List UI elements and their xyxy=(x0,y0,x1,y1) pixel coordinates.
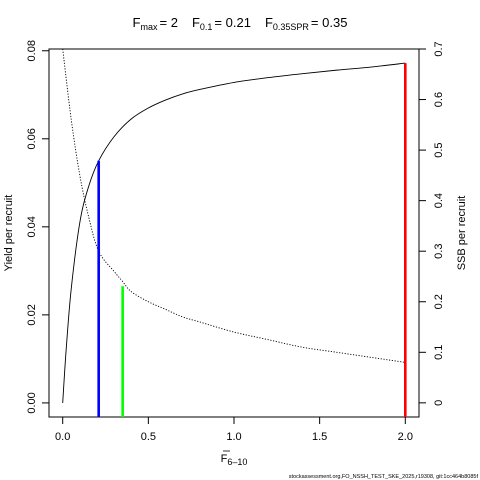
yield-per-recruit-line xyxy=(62,62,406,403)
x-axis-label-main: F xyxy=(221,453,228,465)
x-tick-label: 2.0 xyxy=(398,431,413,443)
title-fspr-base: F xyxy=(265,15,273,30)
x-tick-label: 0.5 xyxy=(141,431,156,443)
title-fmax-value: = 2 xyxy=(160,15,178,30)
title-f01-base: F xyxy=(192,15,200,30)
x-axis-label-sub: 6–10 xyxy=(227,457,247,467)
y-left-tick-label: 0.00 xyxy=(26,392,38,413)
title-fmax-sub: max xyxy=(141,22,159,32)
y-left-tick-label: 0.04 xyxy=(26,216,38,237)
plot-frame xyxy=(48,48,420,418)
y-right-axis-label: SSB per recruit xyxy=(456,196,468,271)
title-f01-sub: 0.1 xyxy=(200,22,213,32)
y-right-tick-label: 0.4 xyxy=(433,193,445,208)
y-right-tick-label: 0.2 xyxy=(433,294,445,309)
y-left-tick-label: 0.06 xyxy=(26,128,38,149)
y-right-tick-label: 0.3 xyxy=(433,244,445,259)
y-left-axis-label: Yield per recruit xyxy=(3,195,15,272)
title-f01-value: = 0.21 xyxy=(214,15,251,30)
ssb-per-recruit-line xyxy=(62,48,406,363)
x-tick-label: 0.0 xyxy=(55,431,70,443)
y-right-tick-label: 0.5 xyxy=(433,142,445,157)
y-right-tick-label: 0.6 xyxy=(433,92,445,107)
x-axis-label: F6–10 xyxy=(221,453,248,467)
reference-lines xyxy=(97,63,407,417)
x-tick-label: 1.0 xyxy=(226,431,241,443)
x-axis: 0.0 0.5 1.0 1.5 2.0 xyxy=(55,417,413,443)
y-right-tick-label: 0.1 xyxy=(433,345,445,360)
chart-title: Fmax = 2 F0.1 = 0.21 F0.35SPR = 0.35 xyxy=(133,15,348,32)
footer-text: stockassessment.org,FO_NSSH_TEST_SKE_202… xyxy=(289,474,479,480)
y-left-tick-label: 0.08 xyxy=(26,40,38,61)
y-left-tick-label: 0.02 xyxy=(26,304,38,325)
y-right-tick-label: 0 xyxy=(433,400,445,406)
y-right-axis: 0 0.1 0.2 0.3 0.4 0.5 0.6 0.7 xyxy=(419,41,445,406)
x-tick-label: 1.5 xyxy=(312,431,327,443)
y-right-tick-label: 0.7 xyxy=(433,41,445,56)
title-fspr-value: = 0.35 xyxy=(311,15,348,30)
title-fspr-sub: 0.35SPR xyxy=(273,22,310,32)
title-fmax-base: F xyxy=(133,15,141,30)
y-left-axis: 0.00 0.02 0.04 0.06 0.08 xyxy=(26,40,49,414)
series-layer xyxy=(62,48,406,403)
